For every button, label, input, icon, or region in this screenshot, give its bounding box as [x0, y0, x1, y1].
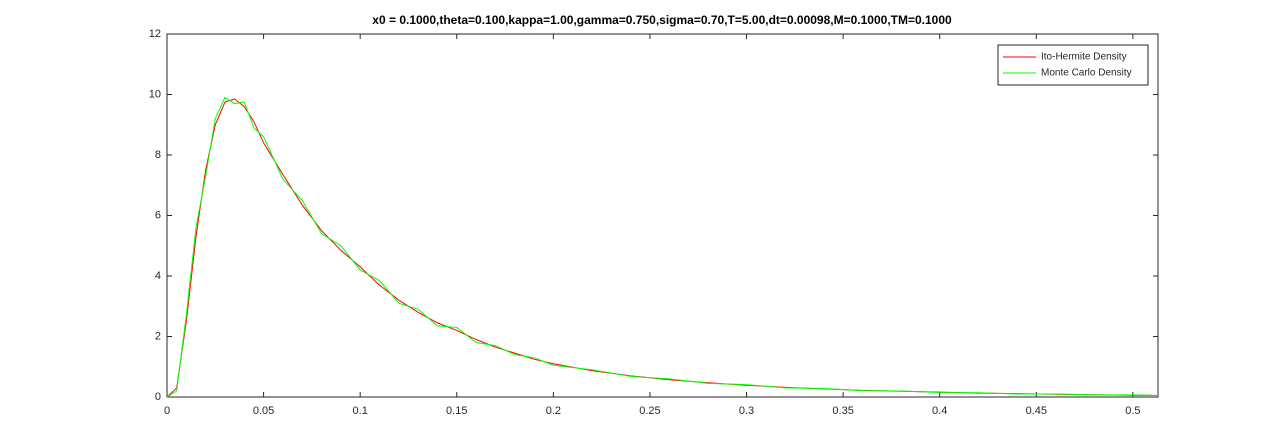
- legend-label: Monte Carlo Density: [1041, 68, 1132, 79]
- y-tick-label: 12: [149, 28, 161, 40]
- plot-area: [166, 33, 1159, 398]
- y-tick-label: 4: [155, 270, 161, 282]
- y-tick-label: 8: [155, 149, 161, 161]
- x-tick-label: 0.35: [832, 405, 853, 417]
- y-tick-label: 6: [155, 209, 161, 221]
- x-tick-label: 0: [164, 405, 170, 417]
- x-tick-label: 0.45: [1026, 405, 1047, 417]
- x-tick-label: 0.3: [739, 405, 754, 417]
- chart-title: x0 = 0.1000,theta=0.100,kappa=1.00,gamma…: [372, 13, 952, 27]
- x-tick-label: 0.05: [253, 405, 274, 417]
- y-tick-label: 0: [155, 391, 161, 403]
- x-tick-label: 0.4: [932, 405, 947, 417]
- x-tick-label: 0.1: [353, 405, 368, 417]
- legend-label: Ito-Hermite Density: [1041, 52, 1127, 63]
- series-line: [166, 96, 1159, 398]
- x-tick-label: 0.15: [446, 405, 467, 417]
- y-tick-label: 2: [155, 330, 161, 342]
- y-tick-label: 10: [149, 88, 161, 100]
- x-tick-label: 0.2: [546, 405, 561, 417]
- x-tick-label: 0.5: [1125, 405, 1140, 417]
- legend-box: [997, 44, 1149, 86]
- x-tick-label: 0.25: [639, 405, 660, 417]
